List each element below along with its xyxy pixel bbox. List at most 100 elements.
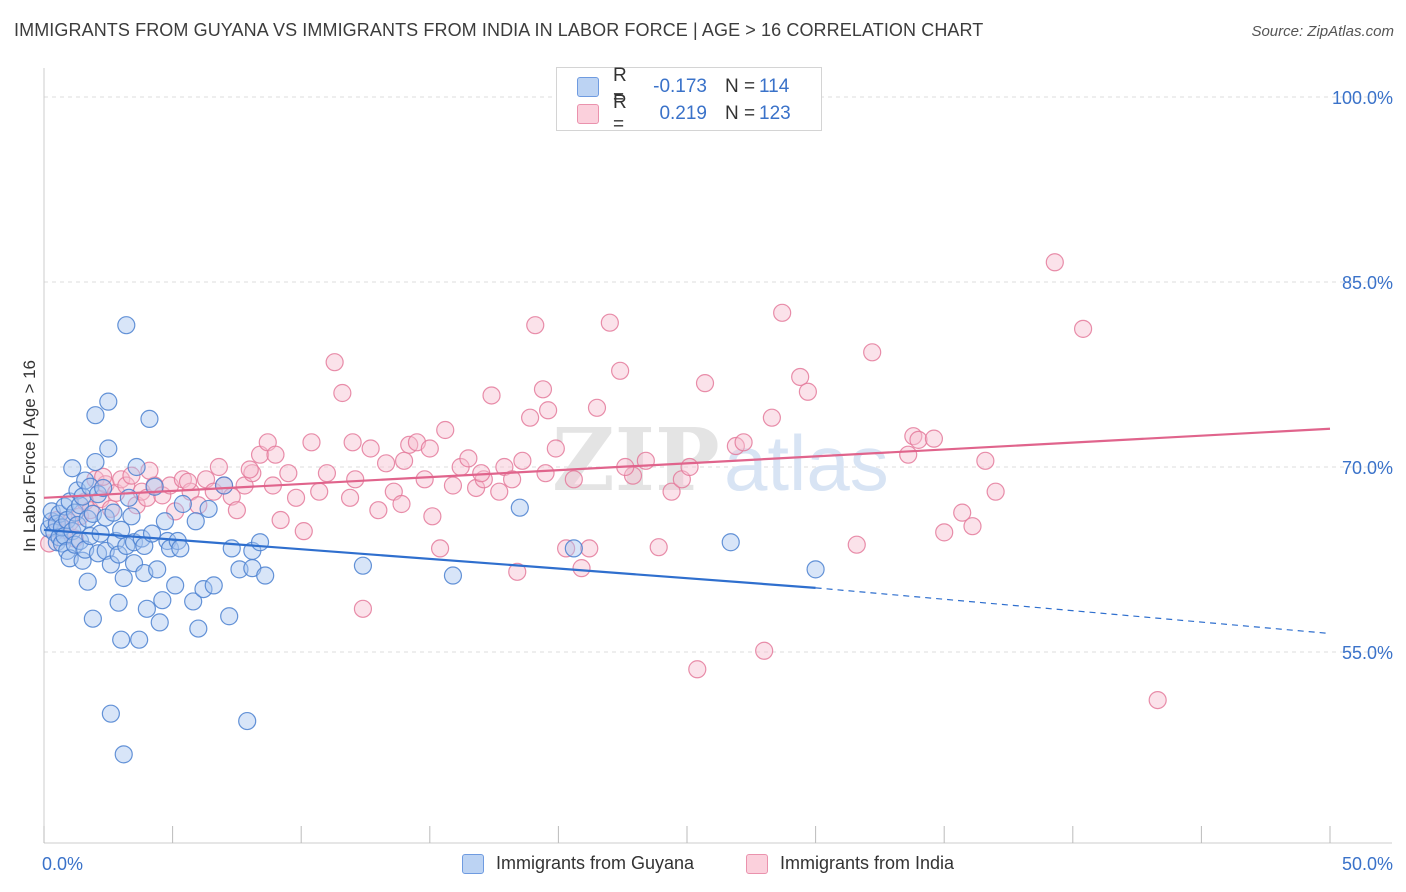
india-point bbox=[863, 343, 882, 362]
india-point bbox=[353, 599, 373, 618]
guyana-point bbox=[86, 406, 105, 425]
guyana-point bbox=[114, 568, 133, 588]
india-point bbox=[227, 501, 246, 520]
india-point bbox=[1045, 253, 1064, 272]
india-point bbox=[482, 386, 501, 405]
guyana-point bbox=[806, 560, 825, 579]
guyana-point bbox=[166, 576, 185, 595]
guyana-point bbox=[250, 533, 270, 552]
guyana-point bbox=[721, 533, 740, 552]
guyana-point bbox=[230, 560, 249, 579]
india-point bbox=[209, 457, 228, 477]
india-point bbox=[521, 408, 540, 427]
watermark-zip: ZIP bbox=[552, 410, 720, 511]
india-point bbox=[240, 460, 259, 479]
legend-r-value: -0.173 bbox=[653, 76, 707, 97]
guyana-point bbox=[106, 531, 126, 551]
trend-lines bbox=[43, 427, 1331, 635]
guyana-point bbox=[256, 566, 275, 585]
guyana-point bbox=[184, 592, 203, 611]
guyana-point bbox=[189, 619, 208, 638]
india-point bbox=[369, 501, 388, 520]
guyana-point bbox=[353, 556, 373, 575]
india-point bbox=[459, 449, 478, 468]
y-tick-label: 55.0% bbox=[1342, 643, 1393, 663]
legend-n-value: 114 bbox=[759, 76, 790, 97]
legend-n-value: 123 bbox=[759, 103, 791, 124]
guyana-point bbox=[58, 510, 77, 530]
guyana-point bbox=[443, 566, 463, 585]
india-point bbox=[508, 562, 527, 581]
legend-r-label: R = bbox=[613, 92, 627, 135]
india-point bbox=[490, 482, 509, 501]
guyana-point bbox=[153, 591, 172, 610]
india-point bbox=[1073, 319, 1093, 338]
guyana-point bbox=[55, 497, 74, 516]
india-points bbox=[40, 253, 1167, 710]
india-point bbox=[376, 454, 396, 473]
axes bbox=[43, 68, 1392, 844]
india-point bbox=[600, 313, 619, 332]
y-tick-label: 100.0% bbox=[1332, 88, 1393, 108]
chart-source: Source: ZipAtlas.com bbox=[1251, 23, 1394, 40]
y-tick-label: 70.0% bbox=[1342, 458, 1393, 478]
india-point bbox=[773, 303, 792, 322]
guyana-point bbox=[112, 630, 131, 649]
india-point bbox=[536, 464, 555, 483]
guyana-point bbox=[173, 494, 192, 514]
guyana-point bbox=[238, 711, 257, 731]
guyana-point bbox=[220, 607, 239, 626]
india-point bbox=[423, 507, 442, 526]
guyana-point bbox=[130, 630, 149, 649]
india-point bbox=[791, 367, 810, 387]
india-point bbox=[430, 539, 450, 558]
watermark: ZIP atlas bbox=[552, 410, 889, 511]
india-point bbox=[346, 470, 365, 489]
india-point bbox=[294, 522, 313, 541]
india-point bbox=[533, 380, 553, 399]
india-point bbox=[513, 451, 532, 470]
india-point bbox=[526, 316, 545, 335]
guyana-point bbox=[222, 539, 241, 558]
legend-n-label: N = bbox=[725, 103, 756, 124]
legend-row-india: R = 0.219 N = 123 bbox=[577, 92, 791, 135]
legend-n-label: N = bbox=[725, 76, 756, 97]
guyana-point bbox=[101, 704, 120, 723]
guyana-point bbox=[140, 409, 159, 428]
x-tick-label: 50.0% bbox=[1342, 854, 1393, 874]
india-point bbox=[680, 457, 699, 477]
tick-labels: 55.0% 70.0% 85.0% 100.0% 0.0% 50.0% bbox=[42, 88, 1393, 874]
guyana-point bbox=[78, 572, 97, 591]
guyana-point bbox=[99, 392, 118, 411]
y-tick-label: 85.0% bbox=[1342, 273, 1393, 293]
india-point bbox=[310, 482, 329, 501]
watermark-atlas: atlas bbox=[724, 419, 889, 507]
guyana-point bbox=[101, 555, 120, 574]
india-point bbox=[572, 559, 591, 578]
guyana-point bbox=[94, 478, 113, 498]
guyana-point bbox=[114, 745, 133, 764]
guyana-point bbox=[214, 476, 234, 495]
india-point bbox=[361, 439, 380, 458]
india-point bbox=[557, 539, 576, 558]
guyana-trend-line bbox=[43, 528, 816, 589]
guyana-point bbox=[127, 457, 146, 477]
legend-row-guyana: R = -0.173 N = 114 bbox=[577, 65, 790, 108]
india-point bbox=[415, 470, 434, 489]
legend-r-label: R = bbox=[613, 65, 627, 108]
india-point bbox=[762, 408, 781, 427]
india-point bbox=[649, 538, 668, 557]
legend-swatch-india bbox=[577, 104, 599, 124]
india-point bbox=[695, 374, 715, 393]
india-point bbox=[976, 451, 995, 470]
guyana-point bbox=[194, 579, 213, 599]
guyana-point bbox=[112, 520, 131, 540]
guyana-point bbox=[83, 609, 102, 628]
india-point bbox=[266, 445, 285, 464]
guyana-point bbox=[63, 459, 82, 478]
legend-r-value: 0.219 bbox=[659, 103, 707, 124]
guyana-point bbox=[99, 439, 118, 458]
correlation-legend: R = -0.173 N = 114 R = 0.219 N = 123 bbox=[556, 65, 822, 135]
india-point bbox=[580, 539, 599, 558]
